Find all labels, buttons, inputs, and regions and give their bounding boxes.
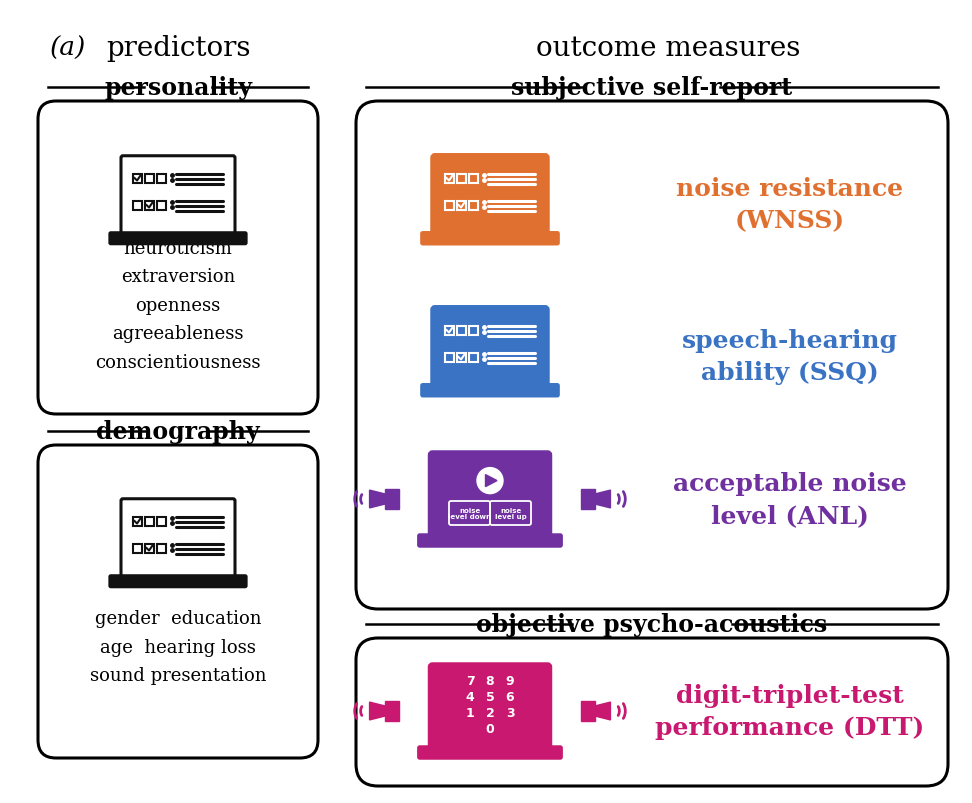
Text: 4: 4: [466, 691, 474, 703]
Text: demography: demography: [96, 419, 260, 443]
Bar: [457, 353, 466, 362]
Text: acceptable noise
level (ANL): acceptable noise level (ANL): [674, 471, 907, 527]
FancyBboxPatch shape: [110, 576, 246, 587]
Text: 6: 6: [505, 691, 514, 703]
FancyBboxPatch shape: [121, 157, 235, 235]
Text: 1: 1: [466, 707, 474, 719]
FancyBboxPatch shape: [422, 385, 558, 396]
Polygon shape: [595, 702, 610, 720]
Bar: [581, 490, 595, 509]
FancyBboxPatch shape: [430, 452, 550, 538]
FancyBboxPatch shape: [490, 501, 531, 525]
Bar: [386, 701, 399, 721]
Polygon shape: [485, 475, 497, 487]
Bar: [445, 174, 454, 183]
Bar: [386, 490, 399, 509]
Bar: [469, 353, 478, 362]
Bar: [133, 174, 142, 183]
Text: noise
level up: noise level up: [495, 507, 527, 520]
Bar: [145, 202, 154, 210]
FancyBboxPatch shape: [432, 308, 548, 389]
Text: 5: 5: [486, 691, 495, 703]
FancyBboxPatch shape: [422, 234, 558, 244]
Text: subjective self-report: subjective self-report: [511, 76, 792, 100]
Text: predictors: predictors: [106, 35, 250, 61]
Text: personality: personality: [104, 76, 252, 100]
Text: 2: 2: [486, 707, 495, 719]
Polygon shape: [369, 491, 386, 508]
Polygon shape: [369, 702, 386, 720]
Text: 0: 0: [486, 723, 495, 736]
Bar: [133, 202, 142, 210]
FancyBboxPatch shape: [419, 536, 561, 546]
Circle shape: [477, 468, 503, 494]
Text: digit-triplet-test
performance (DTT): digit-triplet-test performance (DTT): [655, 683, 924, 739]
Text: gender  education
age  hearing loss
sound presentation: gender education age hearing loss sound …: [89, 609, 266, 685]
Bar: [157, 202, 166, 210]
Bar: [157, 544, 166, 552]
Bar: [445, 202, 454, 210]
Bar: [157, 517, 166, 526]
Bar: [469, 202, 478, 210]
Bar: [457, 174, 466, 183]
Bar: [445, 326, 454, 335]
FancyBboxPatch shape: [430, 664, 550, 750]
FancyBboxPatch shape: [121, 499, 235, 578]
Text: (a): (a): [50, 35, 87, 60]
Bar: [145, 544, 154, 552]
Text: 8: 8: [486, 675, 495, 687]
Text: noise resistance
(WNSS): noise resistance (WNSS): [677, 177, 904, 233]
Bar: [469, 174, 478, 183]
Bar: [133, 544, 142, 552]
Bar: [133, 517, 142, 526]
Text: objective psycho-acoustics: objective psycho-acoustics: [476, 612, 827, 636]
Bar: [445, 353, 454, 362]
Bar: [145, 517, 154, 526]
Bar: [581, 701, 595, 721]
FancyBboxPatch shape: [110, 234, 246, 244]
Bar: [157, 174, 166, 183]
Text: 9: 9: [505, 675, 514, 687]
Bar: [457, 202, 466, 210]
Bar: [457, 326, 466, 335]
Text: speech-hearing
ability (SSQ): speech-hearing ability (SSQ): [682, 328, 898, 385]
Text: neuroticism
extraversion
openness
agreeableness
conscientiousness: neuroticism extraversion openness agreea…: [95, 240, 260, 372]
FancyBboxPatch shape: [432, 156, 548, 236]
Text: noise
level down: noise level down: [448, 507, 491, 520]
Bar: [469, 326, 478, 335]
FancyBboxPatch shape: [449, 501, 490, 525]
Text: 3: 3: [505, 707, 514, 719]
Polygon shape: [595, 491, 610, 508]
FancyBboxPatch shape: [419, 747, 561, 758]
Text: 7: 7: [466, 675, 474, 687]
Text: outcome measures: outcome measures: [536, 35, 800, 61]
Bar: [145, 174, 154, 183]
